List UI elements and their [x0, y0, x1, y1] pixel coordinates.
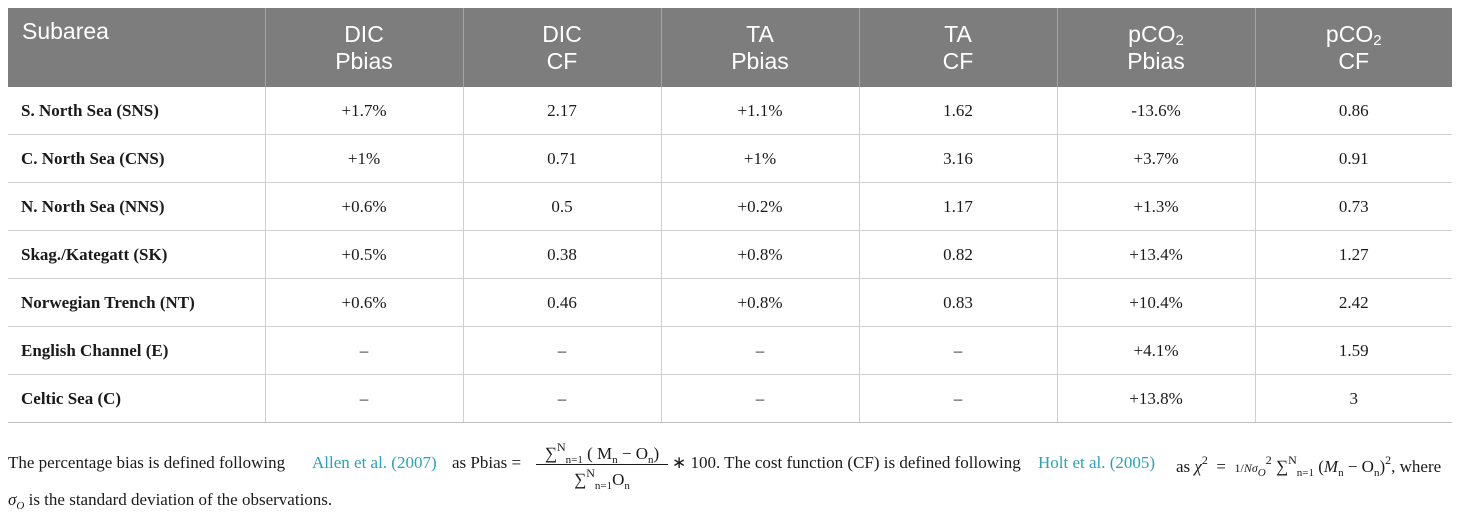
column-header-1: DIC Pbias: [264, 8, 463, 87]
value-cell: +0.8%: [660, 230, 859, 279]
value-cell: +0.6%: [264, 278, 463, 327]
table-row: Skag./Kategatt (SK) +0.5% 0.38 +0.8% 0.82 +13…: [8, 230, 1452, 279]
value-cell: 0.5: [462, 182, 661, 231]
value-cell: 0.46: [462, 278, 661, 327]
value-cell: 0.71: [462, 134, 661, 183]
value-cell: –: [462, 326, 661, 375]
pbias-fraction: ∑Nn=1 ( Mn − On) ∑Nn=1On: [536, 440, 668, 492]
value-cell: 0.82: [858, 230, 1057, 279]
column-header-6: pCO2 CF: [1254, 8, 1452, 87]
column-header-line1: TA: [746, 20, 774, 47]
column-header-line1: DIC: [542, 20, 582, 47]
subarea-cell: N. North Sea (NNS): [8, 182, 265, 231]
value-cell: 2.42: [1254, 278, 1452, 327]
pbias-denominator: ∑Nn=1On: [574, 466, 630, 492]
value-cell: –: [858, 374, 1057, 423]
value-cell: -13.6%: [1056, 87, 1255, 135]
value-cell: +10.4%: [1056, 278, 1255, 327]
footnote-text-4: as χ2 = 1/NσO2 ∑Nn=1 (Mn − On)2, where: [1176, 453, 1442, 479]
column-header-line1: TA: [944, 20, 972, 47]
table-row: N. North Sea (NNS) +0.6% 0.5 +0.2% 1.17 +1.3%…: [8, 182, 1452, 231]
value-cell: –: [660, 326, 859, 375]
value-cell: +0.5%: [264, 230, 463, 279]
allen-2007-link[interactable]: Allen et al. (2007): [312, 453, 437, 472]
value-cell: –: [264, 374, 463, 423]
column-header-3: TA Pbias: [660, 8, 859, 87]
value-cell: +0.6%: [264, 182, 463, 231]
table-row: C. North Sea (CNS) +1% 0.71 +1% 3.16 +3.7% 0.9…: [8, 134, 1452, 183]
footnote-line-2: σO is the standard deviation of the obse…: [8, 490, 333, 512]
value-cell: +13.8%: [1056, 374, 1255, 423]
subarea-cell: S. North Sea (SNS): [8, 87, 265, 135]
subarea-cell: English Channel (E): [8, 326, 265, 375]
table-header: Subarea DIC Pbias DIC CF TA Pbias TA CF pCO2 Pbias…: [8, 8, 1452, 87]
table-body: S. North Sea (SNS) +1.7% 2.17 +1.1% 1.62 -13.…: [8, 87, 1452, 423]
value-cell: 1.59: [1254, 326, 1452, 375]
value-cell: +1%: [264, 134, 463, 183]
footnote-text-1: The percentage bias is defined following: [8, 453, 286, 472]
column-header-line2: Pbias: [335, 47, 393, 74]
value-cell: –: [858, 326, 1057, 375]
footnote-line-1: The percentage bias is defined following…: [8, 440, 1456, 492]
value-cell: –: [660, 374, 859, 423]
value-cell: –: [462, 374, 661, 423]
column-header-line1: Subarea: [22, 18, 109, 44]
column-header-line2: Pbias: [1127, 47, 1185, 74]
column-header-line1: pCO2: [1128, 20, 1184, 49]
column-header-4: TA CF: [858, 8, 1057, 87]
table-row: Norwegian Trench (NT) +0.6% 0.46 +0.8% 0.83 +…: [8, 278, 1452, 327]
holt-2005-link[interactable]: Holt et al. (2005): [1038, 453, 1156, 472]
value-cell: 1.17: [858, 182, 1057, 231]
column-header-line2: Pbias: [731, 47, 789, 74]
value-cell: –: [264, 326, 463, 375]
table-row: Celtic Sea (C) – – – – +13.8% 3: [8, 374, 1452, 423]
subarea-cell: Celtic Sea (C): [8, 374, 265, 423]
column-header-line1: DIC: [344, 20, 384, 47]
column-header-line1: pCO2: [1325, 20, 1382, 49]
table-row: S. North Sea (SNS) +1.7% 2.17 +1.1% 1.62 -13.…: [8, 87, 1452, 135]
column-header-2: DIC CF: [462, 8, 661, 87]
value-cell: +0.2%: [660, 182, 859, 231]
pbias-numerator: ∑Nn=1 ( Mn − On): [544, 440, 660, 466]
value-cell: 0.86: [1254, 87, 1452, 135]
column-header-0: Subarea: [8, 8, 265, 87]
value-cell: 2.17: [462, 87, 661, 135]
value-cell: 0.91: [1254, 134, 1452, 183]
subarea-cell: Skag./Kategatt (SK): [8, 230, 265, 279]
value-cell: 0.38: [462, 230, 661, 279]
subarea-cell: C. North Sea (CNS): [8, 134, 265, 183]
value-cell: +4.1%: [1056, 326, 1255, 375]
value-cell: +1.1%: [660, 87, 859, 135]
column-header-line2: CF: [942, 47, 974, 74]
value-cell: +1%: [660, 134, 859, 183]
value-cell: +13.4%: [1056, 230, 1255, 279]
column-header-line2: CF: [546, 47, 578, 74]
column-header-line2: CF: [1338, 47, 1370, 74]
value-cell: +1.7%: [264, 87, 463, 135]
header-row: Subarea DIC Pbias DIC CF TA Pbias TA CF pCO2 Pbias…: [8, 8, 1452, 87]
value-cell: +1.3%: [1056, 182, 1255, 231]
value-cell: +3.7%: [1056, 134, 1255, 183]
value-cell: 1.62: [858, 87, 1057, 135]
footnote-text-2: as Pbias =: [452, 453, 522, 472]
footnote-text-3: ∗ 100. The cost function (CF) is defined…: [672, 453, 1021, 472]
table-row: English Channel (E) – – – – +4.1% 1.59: [8, 326, 1452, 375]
fraction-bar: [536, 464, 668, 465]
subscript: 2: [1175, 31, 1184, 49]
value-cell: 3: [1254, 374, 1452, 423]
value-cell: 3.16: [858, 134, 1057, 183]
value-cell: 0.83: [858, 278, 1057, 327]
value-cell: 0.73: [1254, 182, 1452, 231]
value-cell: 1.27: [1254, 230, 1452, 279]
results-table: Subarea DIC Pbias DIC CF TA Pbias TA CF pCO2 Pbias…: [8, 8, 1452, 423]
subarea-cell: Norwegian Trench (NT): [8, 278, 265, 327]
subscript: 2: [1373, 31, 1382, 49]
column-header-5: pCO2 Pbias: [1056, 8, 1255, 87]
value-cell: +0.8%: [660, 278, 859, 327]
